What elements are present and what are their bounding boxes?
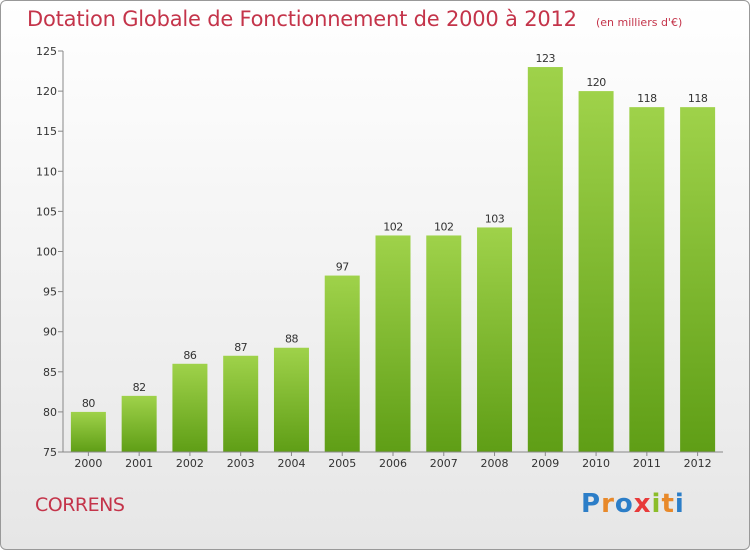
x-tick-label: 2005 [328,457,356,470]
x-axis: 2000 2001 2002 2003 2004 2005 2006 2007 2008 2009… [63,451,723,470]
brand-letter: o [614,489,634,519]
bar-value-label: 80 [82,397,95,410]
x-tick-label: 2000 [74,457,102,470]
y-tick-label: 110 [36,165,57,178]
bar-value-label: 97 [336,261,349,274]
bar [426,235,462,452]
bar-value-label: 123 [536,52,556,65]
x-tick-label: 2006 [379,457,407,470]
bar-value-label: 103 [485,212,505,225]
x-tick-label: 2009 [531,457,559,470]
bar-value-label: 82 [133,381,146,394]
y-tick-label: 85 [43,366,57,379]
y-tick-label: 95 [43,286,57,299]
x-tick-label: 2010 [582,457,610,470]
y-tick-label: 125 [36,45,57,58]
brand-letter: r [601,489,615,519]
y-tick-label: 120 [36,85,57,98]
bar [121,395,157,452]
title-row: Dotation Globale de Fonctionnement de 20… [27,7,682,31]
proxiti-logo: Proxiti [581,489,685,519]
bar [629,107,665,452]
x-tick-label: 2002 [176,457,204,470]
bars: 80 82 86 87 88 97 102 102 103 123 120 118 118 [70,52,716,452]
brand-letter: P [581,489,602,519]
bar [172,363,208,452]
unit-label: (en milliers d'€) [595,16,683,29]
bar-value-label: 118 [637,92,657,105]
x-tick-label: 2003 [227,457,255,470]
y-tick-label: 100 [36,246,57,259]
y-tick-label: 75 [43,446,57,459]
brand-letter: x [633,489,652,519]
brand-letter: i [651,489,662,519]
y-tick-label: 90 [43,326,57,339]
bar [477,227,513,452]
brand-letter: i [674,489,685,519]
bar [527,67,563,452]
bar-value-label: 102 [434,220,454,233]
bar-value-label: 88 [285,333,298,346]
x-tick-label: 2007 [430,457,458,470]
commune-name: CORRENS [35,494,125,516]
bar [273,347,309,452]
bar-value-label: 118 [688,92,708,105]
x-tick-label: 2001 [125,457,153,470]
y-tick-label: 115 [36,125,57,138]
bar-value-label: 120 [586,76,606,89]
bar [680,107,716,452]
x-tick-label: 2012 [684,457,712,470]
bar [375,235,411,452]
bar-value-label: 87 [234,341,247,354]
bar [70,411,106,452]
bar-value-label: 102 [383,220,403,233]
bar [578,91,614,452]
y-tick-label: 80 [43,406,57,419]
x-tick-label: 2004 [277,457,305,470]
y-axis: 75 80 85 90 95 100 105 110 115 120 125 [36,45,64,459]
bar-value-label: 86 [183,349,196,362]
x-tick-label: 2011 [633,457,661,470]
brand-letter: t [661,489,675,519]
bar [324,275,360,452]
y-tick-label: 105 [36,205,57,218]
chart-title: Dotation Globale de Fonctionnement de 20… [27,7,577,31]
bar [223,355,259,452]
x-tick-label: 2008 [481,457,509,470]
